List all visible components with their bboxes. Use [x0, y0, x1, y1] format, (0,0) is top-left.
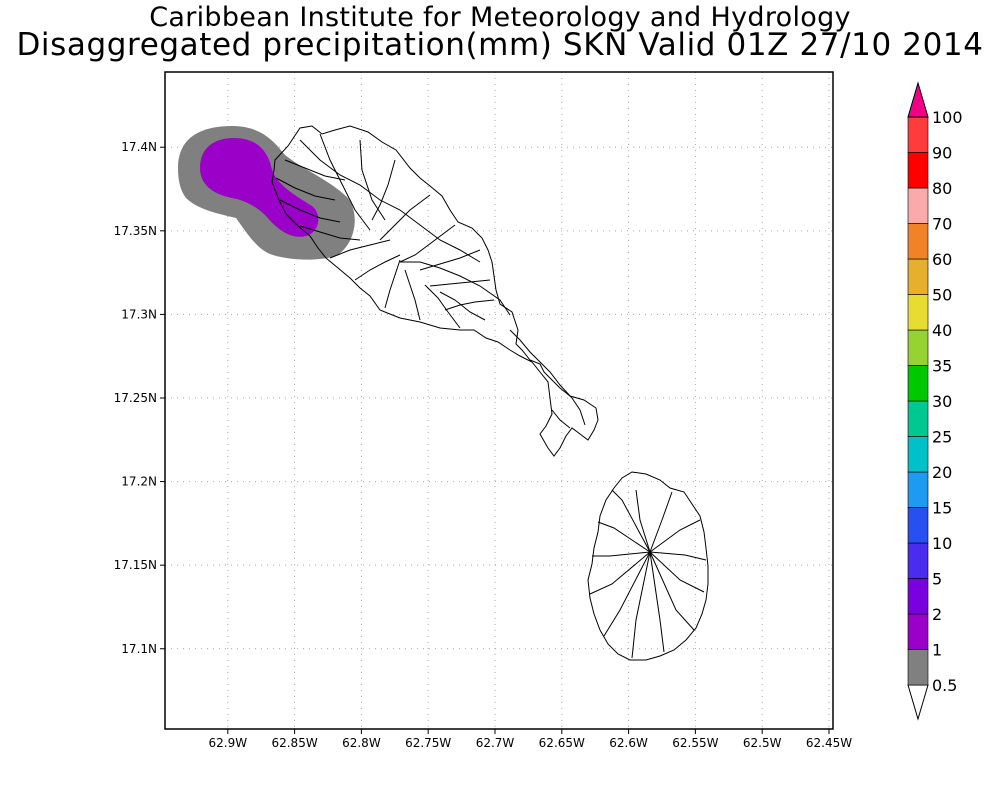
colorbar-segment — [907, 365, 929, 402]
y-tick-label: 17.35N — [114, 224, 157, 238]
x-tick-label: 62.45W — [806, 736, 852, 750]
colorbar-segment — [907, 187, 929, 224]
colorbar-label: 20 — [932, 463, 952, 482]
y-tick-label: 17.3N — [121, 307, 157, 321]
x-tick-label: 62.7W — [476, 736, 515, 750]
colorbar-label: 5 — [932, 570, 942, 589]
colorbar-segment — [907, 294, 929, 331]
title-line-2: Disaggregated precipitation(mm) SKN Vali… — [16, 27, 984, 63]
colorbar-segment — [907, 436, 929, 473]
colorbar-segment — [907, 542, 929, 579]
colorbar-segment — [907, 223, 929, 260]
colorbar-upper-arrow — [907, 81, 929, 118]
colorbar-label: 2 — [932, 605, 942, 624]
island-st-kitts — [271, 125, 599, 457]
x-tick-label: 62.75W — [405, 736, 451, 750]
colorbar-label: 70 — [932, 215, 952, 234]
y-tick-label: 17.15N — [114, 558, 157, 572]
x-tick-label: 62.85W — [271, 736, 317, 750]
colorbar-label: 60 — [932, 250, 952, 269]
colorbar-label: 10 — [932, 534, 952, 553]
y-tick-label: 17.4N — [121, 140, 157, 154]
title-line-1: Caribbean Institute for Meteorology and … — [149, 2, 851, 33]
colorbar-lower-arrow — [907, 684, 929, 721]
colorbar-label: 15 — [932, 499, 952, 518]
plot-frame — [164, 71, 834, 730]
x-tick-label: 62.55W — [672, 736, 718, 750]
precip-shading — [178, 126, 355, 260]
colorbar-segment — [907, 400, 929, 437]
x-tick-label: 62.8W — [342, 736, 381, 750]
colorbar-label: 100 — [932, 108, 963, 127]
x-axis: 62.9W 62.85W 62.8W 62.75W 62.7W 62.65W 62.6W 62… — [208, 729, 852, 750]
colorbar-segment — [907, 578, 929, 615]
precip-area-purple — [200, 138, 319, 237]
y-tick-label: 17.25N — [114, 391, 157, 405]
island-nevis — [587, 471, 709, 661]
colorbar-label: 80 — [932, 179, 952, 198]
x-tick-label: 62.6W — [609, 736, 648, 750]
colorbar-label: 50 — [932, 286, 952, 305]
colorbar-label: 30 — [932, 392, 952, 411]
colorbar-label: 35 — [932, 357, 952, 376]
colorbar-label: 40 — [932, 321, 952, 340]
colorbar-segment — [907, 471, 929, 508]
colorbar-segment — [907, 152, 929, 189]
x-tick-label: 62.65W — [539, 736, 585, 750]
y-axis: 17.4N 17.35N 17.3N 17.25N 17.2N 17.15N 17.1N — [114, 140, 165, 656]
colorbar-label: 90 — [932, 144, 952, 163]
colorbar-segment — [907, 258, 929, 295]
colorbar-segment — [907, 507, 929, 544]
colorbar-segment — [907, 613, 929, 650]
x-tick-label: 62.9W — [208, 736, 247, 750]
colorbar-segment — [907, 329, 929, 366]
y-tick-label: 17.2N — [121, 475, 157, 489]
colorbar-label: 25 — [932, 428, 952, 447]
colorbar-label: 1 — [932, 641, 942, 660]
x-tick-label: 62.5W — [743, 736, 782, 750]
y-tick-label: 17.1N — [121, 642, 157, 656]
colorbar-segment — [907, 116, 929, 153]
colorbar-label: 0.5 — [932, 676, 957, 695]
colorbar-segment — [907, 649, 929, 686]
